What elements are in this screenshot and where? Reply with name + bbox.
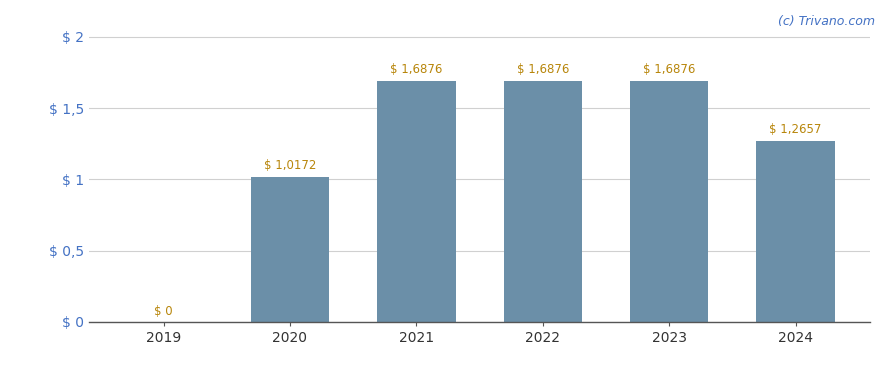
Bar	[377, 81, 456, 322]
Bar	[757, 141, 835, 322]
Text: (c) Trivano.com: (c) Trivano.com	[778, 15, 875, 28]
Text: $ 0: $ 0	[155, 305, 173, 317]
Bar	[630, 81, 709, 322]
Bar	[250, 177, 329, 322]
Bar	[503, 81, 582, 322]
Text: $ 1,6876: $ 1,6876	[517, 63, 569, 76]
Text: $ 1,6876: $ 1,6876	[390, 63, 442, 76]
Text: $ 1,2657: $ 1,2657	[769, 124, 821, 137]
Text: $ 1,0172: $ 1,0172	[264, 159, 316, 172]
Text: $ 1,6876: $ 1,6876	[643, 63, 695, 76]
